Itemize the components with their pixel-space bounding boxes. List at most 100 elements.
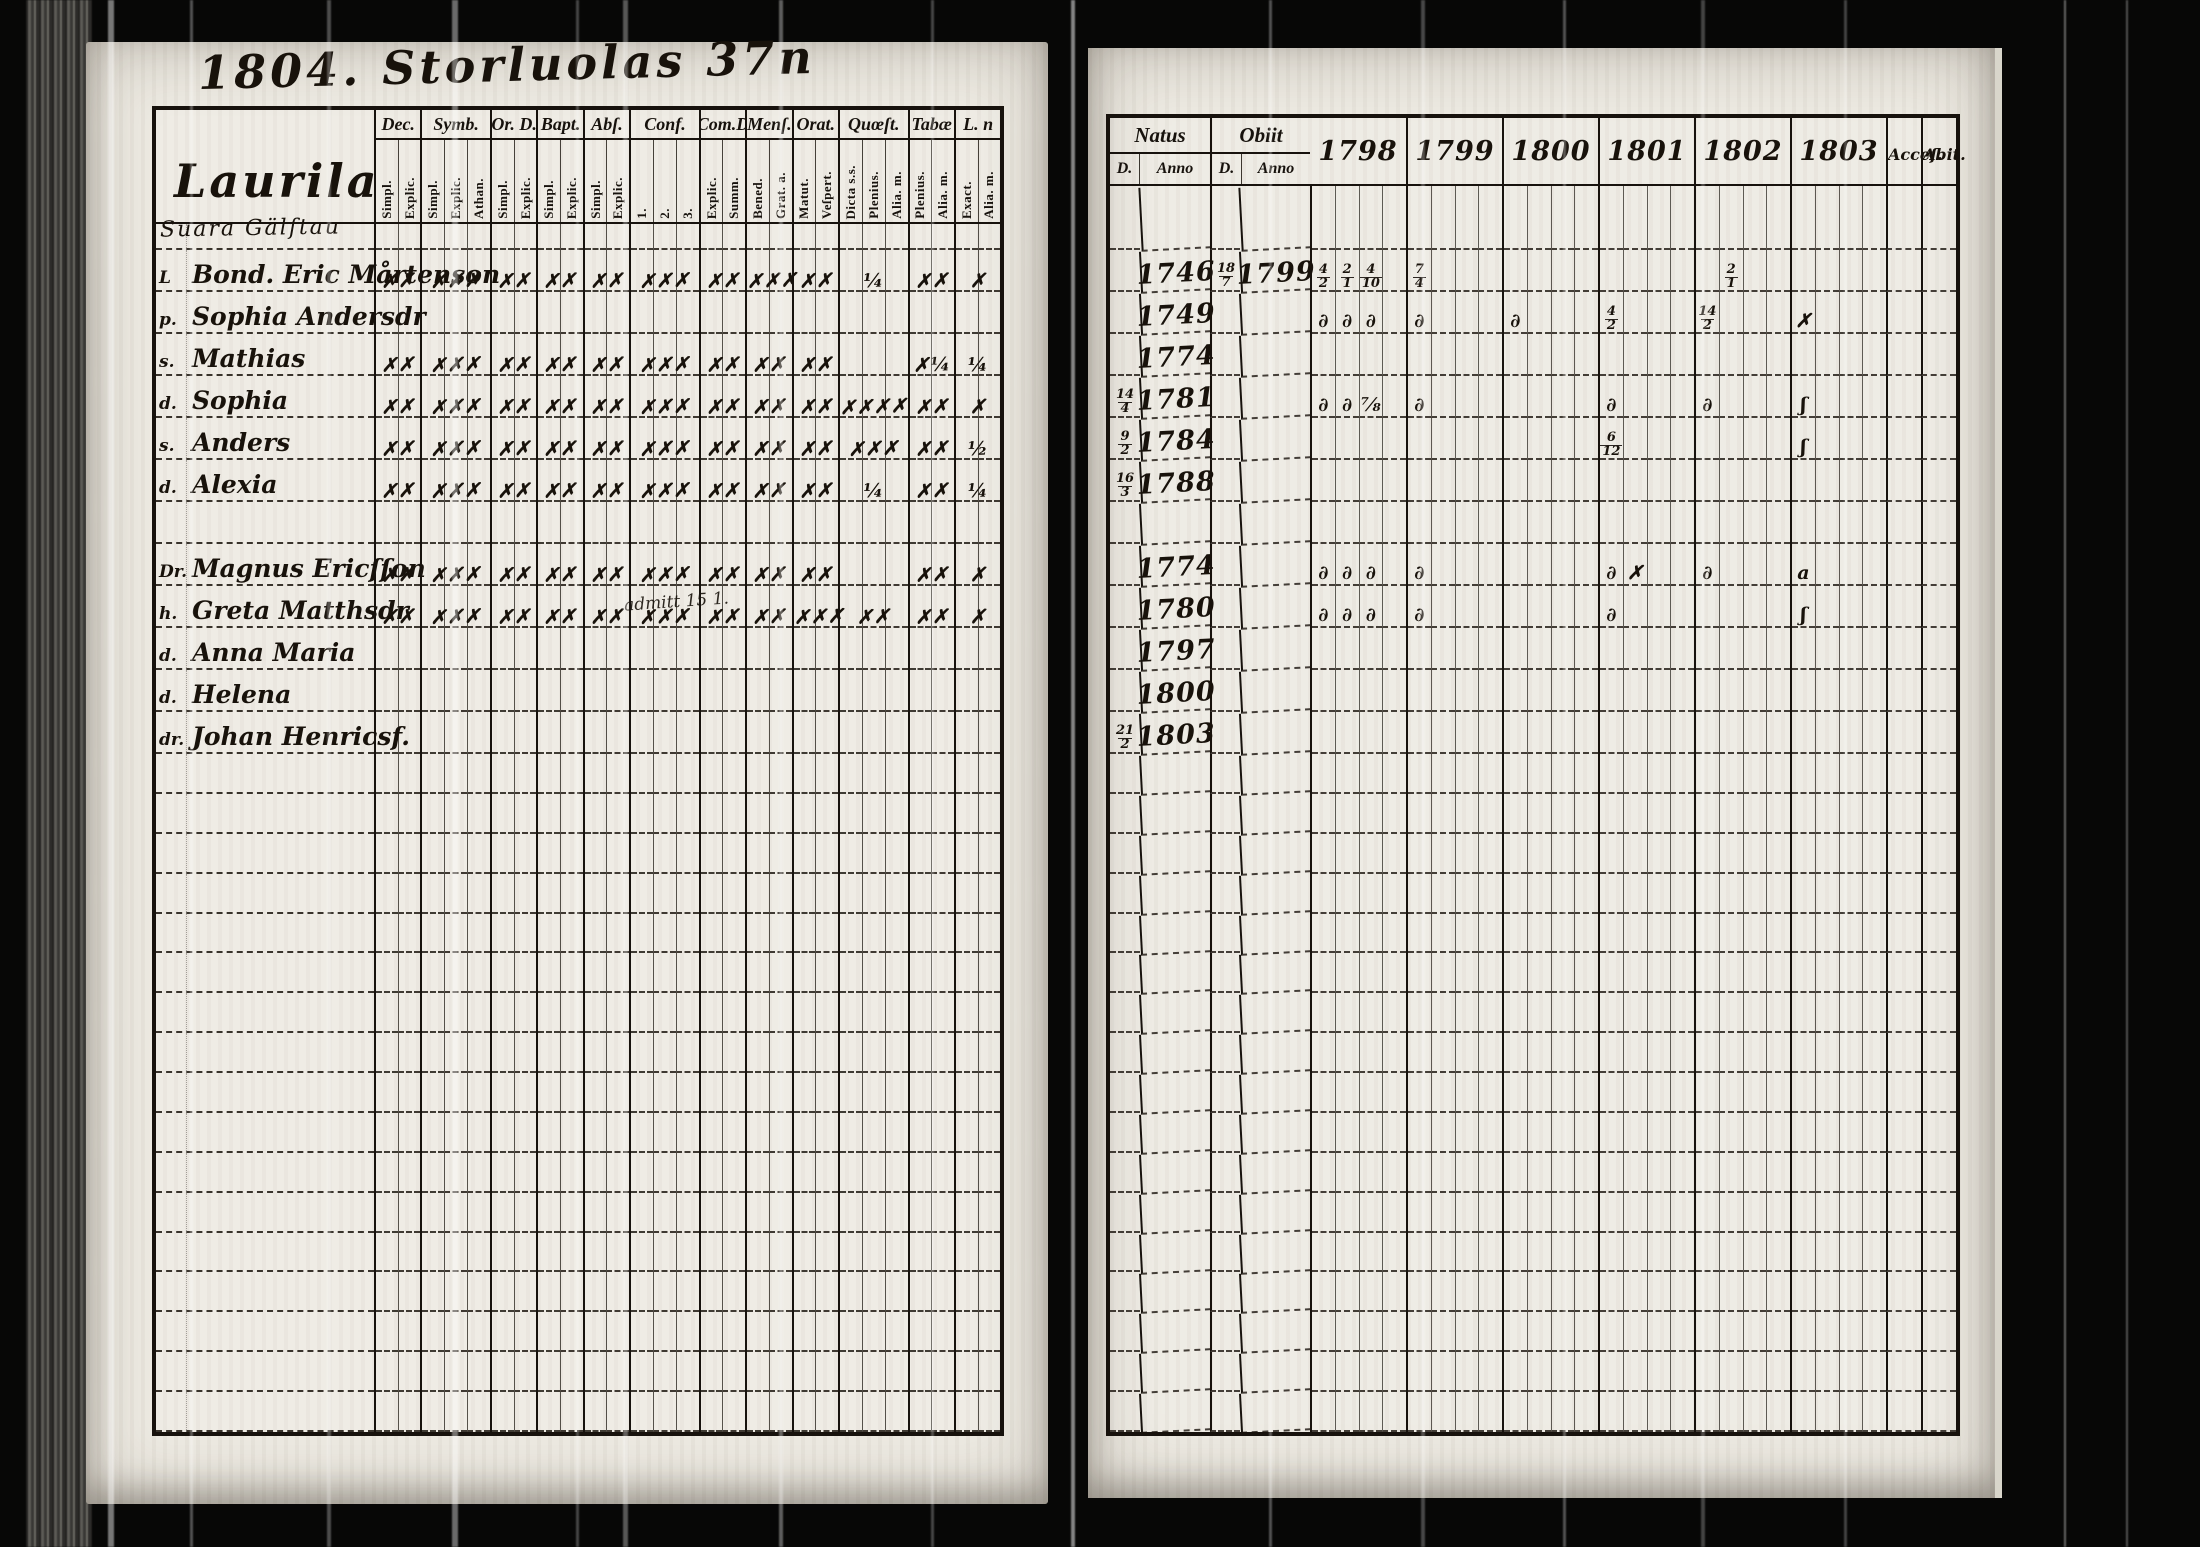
mark-group [629, 628, 699, 670]
year-group [1406, 502, 1502, 544]
mark-cell [538, 292, 561, 334]
mark-cell [538, 502, 561, 544]
mark-cell [977, 586, 1001, 628]
mark-cell [1718, 1392, 1743, 1432]
mark-cell [1838, 1033, 1863, 1073]
mark-cell [584, 712, 607, 754]
year-group [1694, 1152, 1790, 1193]
mark-cell [1622, 833, 1647, 874]
mark-cell [1622, 993, 1647, 1034]
mark-cell [909, 1033, 932, 1073]
mark-cell [584, 334, 607, 376]
mark: ∂ [1342, 562, 1353, 584]
mark-cell [1550, 670, 1575, 712]
acces-cell [1886, 793, 1921, 834]
year-group [1598, 1312, 1694, 1353]
natus-anno-cell: 1784 [1136, 416, 1216, 462]
mark-cell [931, 1152, 954, 1193]
mark-cell [1478, 1352, 1502, 1392]
mark-cell [700, 376, 723, 418]
mark-cell [653, 670, 676, 712]
mark: 1784 [1135, 423, 1217, 459]
mark-cell [931, 544, 954, 586]
natus-anno-cell: 1774 [1136, 542, 1216, 588]
mark-cell [1526, 186, 1551, 250]
mark-cell [1696, 250, 1719, 292]
rotated-label: Summ. [726, 177, 742, 219]
mark-cell [1358, 1073, 1383, 1113]
mark-cell [1382, 544, 1406, 586]
mark-cell [1334, 186, 1359, 250]
mark-cell [931, 712, 954, 754]
mark-cell [1408, 1392, 1431, 1432]
mark-cell [700, 1272, 723, 1313]
mark-cell [1862, 1392, 1886, 1432]
page-heading: 1804. Storluolas 37n [197, 29, 817, 101]
table-row [156, 1112, 1001, 1153]
mark-cell [1838, 1192, 1863, 1233]
mark-cell [1454, 1392, 1479, 1432]
mark-group [536, 502, 583, 544]
year-group: ∂ [1406, 376, 1502, 418]
mark-cell [839, 670, 862, 712]
mark-cell [1670, 418, 1694, 460]
year-group [1790, 873, 1886, 914]
mark-cell [376, 1153, 398, 1193]
mark-cell [1814, 712, 1839, 754]
mark-cell [444, 993, 468, 1034]
mark-cell [397, 1272, 421, 1313]
mark-cell [747, 1033, 769, 1073]
person-name-cell [156, 873, 374, 914]
mark-cell [560, 833, 583, 874]
mark-cell [1862, 376, 1886, 418]
mark-group [953, 953, 1001, 994]
mark-cell [1526, 418, 1551, 460]
mark-cell [1742, 586, 1767, 628]
mark-group [953, 1232, 1001, 1273]
mark-cell [1382, 186, 1406, 250]
mark-cell [1766, 502, 1790, 544]
mark-cell [397, 670, 421, 712]
mark-group: ✗✗ [536, 250, 583, 293]
mark-cell [467, 1192, 490, 1233]
mark-cell [491, 586, 514, 628]
mark-cell [444, 1192, 468, 1233]
mark-group [629, 754, 699, 794]
mark-cell [1550, 1033, 1575, 1073]
mark-cell [1838, 502, 1863, 544]
rotated-label: 3. [679, 208, 695, 219]
mark-cell [768, 873, 792, 914]
mark-cell [513, 670, 537, 712]
mark-cell [1792, 874, 1815, 914]
mark-group: ✗✗✗✗ [837, 376, 908, 419]
mark-group [374, 224, 421, 250]
mark-cell [1670, 1033, 1694, 1073]
mark-cell [1696, 953, 1719, 994]
attendance-marks: ✗✗ [856, 605, 892, 629]
mark-cell [977, 292, 1001, 334]
table-row [156, 993, 1001, 1034]
mark-cell [1550, 1392, 1575, 1432]
mark-cell [1550, 460, 1575, 502]
attendance-marks: ✗✗ [496, 269, 532, 293]
acces-cell [1886, 1272, 1921, 1313]
year-group [1790, 502, 1886, 544]
mark-cell [793, 224, 816, 250]
mark-cell [491, 953, 514, 994]
mark-cell [861, 544, 885, 586]
mark-group [489, 502, 537, 544]
mark-cell [1358, 712, 1383, 754]
rotated-label: Grat. a. [772, 172, 788, 219]
column-sublabel: Plenius. [910, 140, 932, 222]
acces-cell [1886, 418, 1921, 460]
mark-cell [1430, 873, 1455, 914]
year-group [1598, 953, 1694, 994]
mark-cell [444, 670, 468, 712]
mark-cell [1862, 502, 1886, 544]
mark-cell [538, 1392, 561, 1432]
mark-cell [1382, 1312, 1406, 1353]
person-name: Sophia [192, 386, 289, 415]
natus-anno-cell [1138, 500, 1212, 546]
mark-cell [977, 670, 1001, 712]
mark-cell [1574, 1033, 1598, 1073]
